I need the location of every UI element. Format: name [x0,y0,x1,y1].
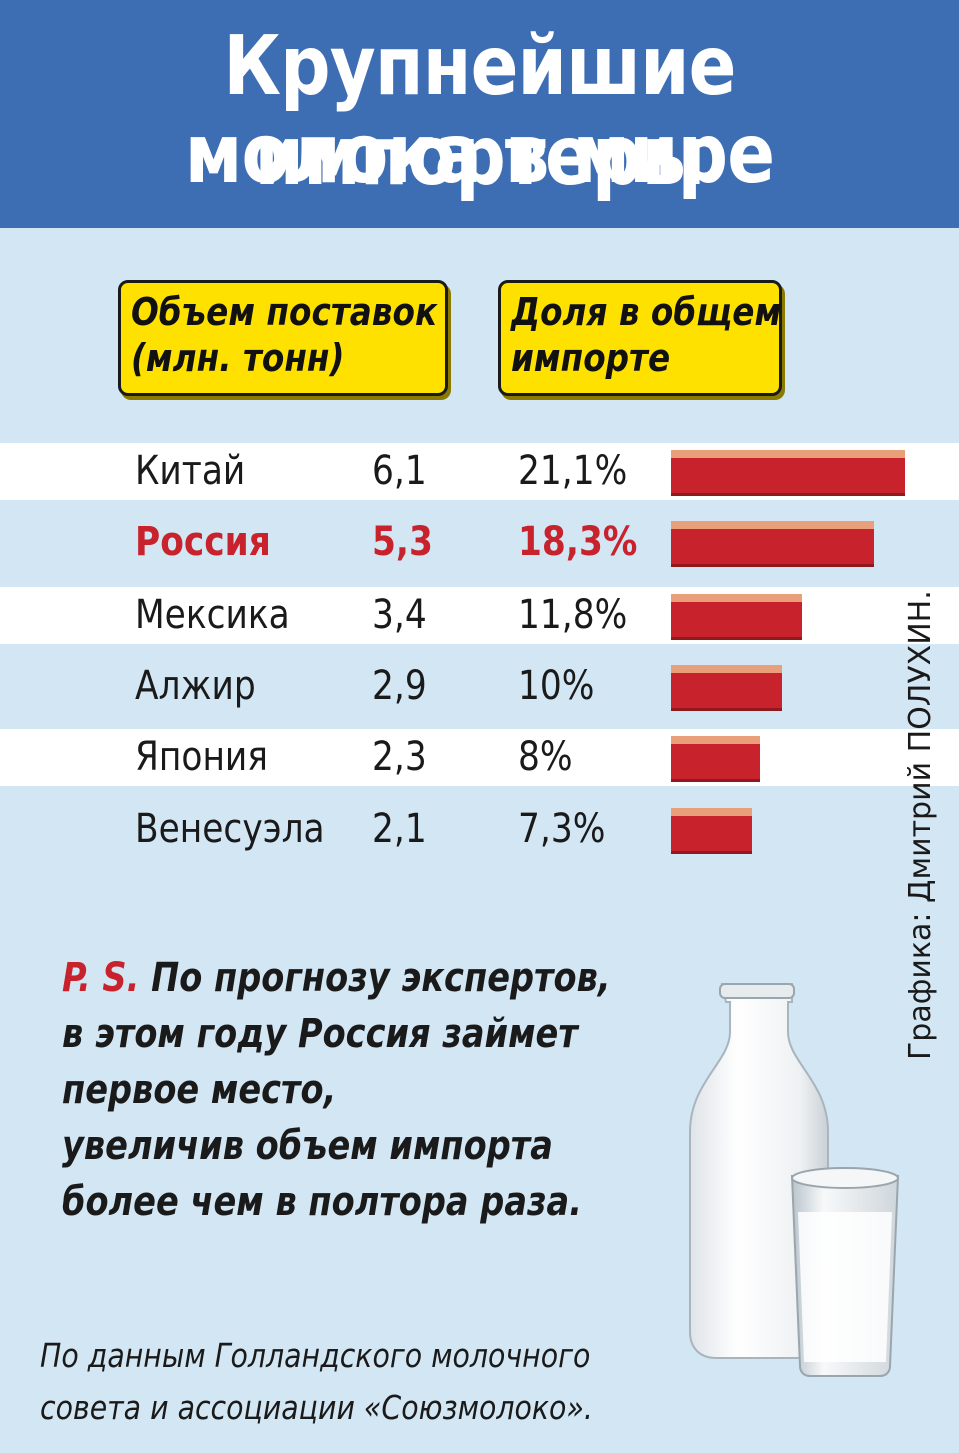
share-bar [671,808,752,854]
table-row: Алжир 2,9 10% [0,658,959,715]
country-label: Китай [135,448,246,494]
table-row: Китай 6,1 21,1% [0,443,959,500]
share-bar [671,736,760,782]
table-row: Япония 2,3 8% [0,729,959,786]
volume-value: 3,4 [372,592,427,638]
volume-value: 2,1 [372,806,427,852]
country-label: Россия [135,519,271,565]
share-bar [671,450,905,496]
ps-line-1: По прогнозу экспертов, [151,955,611,1001]
ps-line-4: увеличив объем импорта [62,1123,553,1169]
ps-line-5: более чем в полтора раза. [62,1179,582,1225]
ps-line-2: в этом году Россия займет [62,1011,578,1057]
table-row: Мексика 3,4 11,8% [0,587,959,644]
column-header-share-line-1: Доля в общем [511,290,782,334]
column-header-volume: Объем поставок (млн. тонн) [118,280,448,396]
share-value: 8% [518,734,573,780]
volume-value: 2,9 [372,663,427,709]
volume-value: 2,3 [372,734,427,780]
share-value: 7,3% [518,806,606,852]
country-label: Япония [135,734,268,780]
share-value: 10% [518,663,595,709]
country-label: Венесуэла [135,806,325,852]
ps-note: P. S. По прогнозу экспертов, в этом году… [62,950,682,1230]
volume-value: 5,3 [372,519,433,565]
source-note: По данным Голландского молочного совета … [40,1330,683,1434]
country-label: Мексика [135,592,290,638]
milk-bottle-and-glass-image [689,983,900,1377]
share-value: 11,8% [518,592,628,638]
share-value: 18,3% [518,519,638,565]
ps-line-3: первое место, [62,1067,337,1113]
ps-tag: P. S. [62,955,140,1001]
source-line-2: совета и ассоциации «Союзмолоко». [40,1388,593,1427]
share-value: 21,1% [518,448,628,494]
table-row: Венесуэла 2,1 7,3% [0,801,959,858]
title-line-2: молока в мире [184,107,775,202]
column-header-share-line-2: импорте [511,336,671,380]
share-bar [671,594,802,640]
column-header-volume-line-2: (млн. тонн) [131,336,345,380]
table-row: Россия 5,3 18,3% [0,514,959,571]
country-label: Алжир [135,663,256,709]
share-bar [671,521,874,567]
share-bar [671,665,782,711]
column-header-share: Доля в общем импорте [498,280,782,396]
column-header-volume-line-1: Объем поставок [131,290,438,334]
source-line-1: По данным Голландского молочного [40,1336,591,1375]
title-banner: Крупнейшие импортеры молока в мире [0,0,959,228]
title-line-1: Крупнейшие импортеры [223,19,736,204]
volume-value: 6,1 [372,448,427,494]
